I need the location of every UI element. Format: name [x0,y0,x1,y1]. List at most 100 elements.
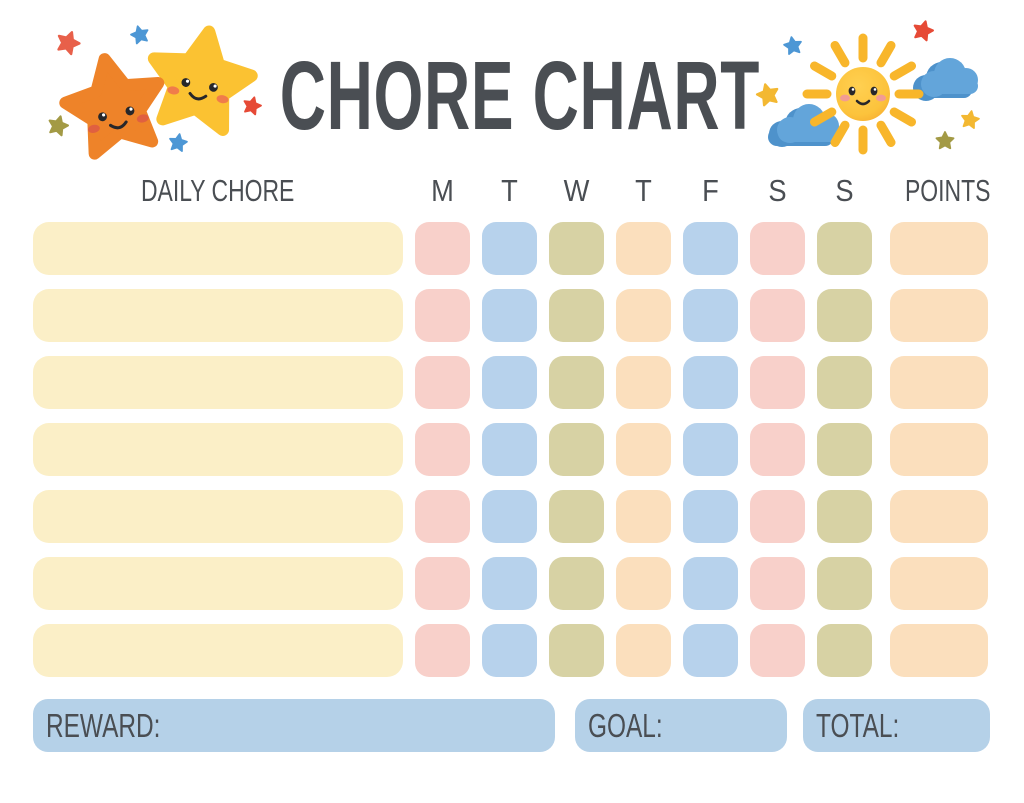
day-cell-1[interactable] [482,490,537,543]
day-cell-0[interactable] [415,356,470,409]
points-cell[interactable] [890,624,988,677]
orange-star-icon [58,49,170,157]
day-cell-0[interactable] [415,222,470,275]
cloud-icon [777,104,840,143]
goal-label: GOAL: [588,706,663,744]
day-cell-0[interactable] [415,624,470,677]
day-cell-5[interactable] [750,557,805,610]
day-cell-2[interactable] [549,490,604,543]
chore-row [33,423,988,476]
day-cell-4[interactable] [683,356,738,409]
chore-name-cell[interactable] [33,557,403,610]
day-cell-6[interactable] [817,423,872,476]
goal-box[interactable]: GOAL: [575,699,787,752]
day-cell-0[interactable] [415,423,470,476]
table-header-row: DAILY CHORE M T W T F S S POINTS [33,172,991,208]
day-cell-4[interactable] [683,289,738,342]
day-cell-6[interactable] [817,356,872,409]
chore-name-cell[interactable] [33,490,403,543]
day-cell-5[interactable] [750,423,805,476]
mini-star-icon [782,34,804,56]
footer-row: REWARD: GOAL: TOTAL: [33,699,990,752]
day-cell-2[interactable] [549,289,604,342]
total-box[interactable]: TOTAL: [803,699,990,752]
day-cell-4[interactable] [683,624,738,677]
mini-star-icon [935,131,955,150]
day-header-6: S [835,173,854,208]
day-cell-5[interactable] [750,490,805,543]
chore-name-cell[interactable] [33,289,403,342]
day-cell-4[interactable] [683,490,738,543]
day-header-5: S [768,173,787,208]
day-cell-5[interactable] [750,222,805,275]
day-cell-6[interactable] [817,222,872,275]
day-header-4: F [702,173,719,208]
day-cell-3[interactable] [616,222,671,275]
day-cell-2[interactable] [549,222,604,275]
day-cell-3[interactable] [616,289,671,342]
points-cell[interactable] [890,222,988,275]
mini-star-icon [128,23,152,46]
day-cell-6[interactable] [817,557,872,610]
points-cell[interactable] [890,557,988,610]
chore-row [33,557,988,610]
day-cell-2[interactable] [549,557,604,610]
day-header-0: M [431,173,454,208]
yellow-star-icon [144,23,258,133]
day-cell-2[interactable] [549,356,604,409]
chore-name-cell[interactable] [33,356,403,409]
total-label: TOTAL: [816,706,900,744]
day-cell-1[interactable] [482,289,537,342]
day-cell-3[interactable] [616,423,671,476]
cloud-icon [921,58,978,97]
mini-star-icon [910,17,936,43]
day-cell-0[interactable] [415,490,470,543]
day-cell-1[interactable] [482,557,537,610]
day-cell-3[interactable] [616,356,671,409]
chore-row [33,289,988,342]
day-cell-0[interactable] [415,289,470,342]
day-cell-3[interactable] [616,557,671,610]
chore-row [33,222,988,275]
day-cell-1[interactable] [482,423,537,476]
reward-box[interactable]: REWARD: [33,699,555,752]
points-cell[interactable] [890,356,988,409]
day-cell-2[interactable] [549,624,604,677]
chore-row [33,624,988,677]
day-cell-6[interactable] [817,289,872,342]
chore-name-cell[interactable] [33,624,403,677]
chore-row [33,356,988,409]
day-cell-5[interactable] [750,624,805,677]
page-title: CHORE CHART [279,41,761,150]
day-cell-1[interactable] [482,356,537,409]
day-cell-4[interactable] [683,423,738,476]
day-cell-0[interactable] [415,557,470,610]
chore-grid [33,222,988,677]
day-header-1: T [501,173,518,208]
day-cell-5[interactable] [750,289,805,342]
day-cell-1[interactable] [482,222,537,275]
mini-star-icon [753,80,782,108]
points-cell[interactable] [890,289,988,342]
points-cell[interactable] [890,490,988,543]
points-header: POINTS [905,173,991,208]
reward-label: REWARD: [46,706,161,744]
day-cell-4[interactable] [683,557,738,610]
day-cell-3[interactable] [616,490,671,543]
day-cell-1[interactable] [482,624,537,677]
day-cell-3[interactable] [616,624,671,677]
chore-name-cell[interactable] [33,222,403,275]
daily-chore-header: DAILY CHORE [141,173,295,208]
chore-row [33,490,988,543]
day-cell-6[interactable] [817,490,872,543]
day-cell-5[interactable] [750,356,805,409]
sun-icon [802,33,924,155]
day-cell-2[interactable] [549,423,604,476]
stars-decoration [45,16,272,174]
chore-name-cell[interactable] [33,423,403,476]
day-cell-4[interactable] [683,222,738,275]
day-cell-6[interactable] [817,624,872,677]
points-cell[interactable] [890,423,988,476]
mini-star-icon [959,108,981,130]
